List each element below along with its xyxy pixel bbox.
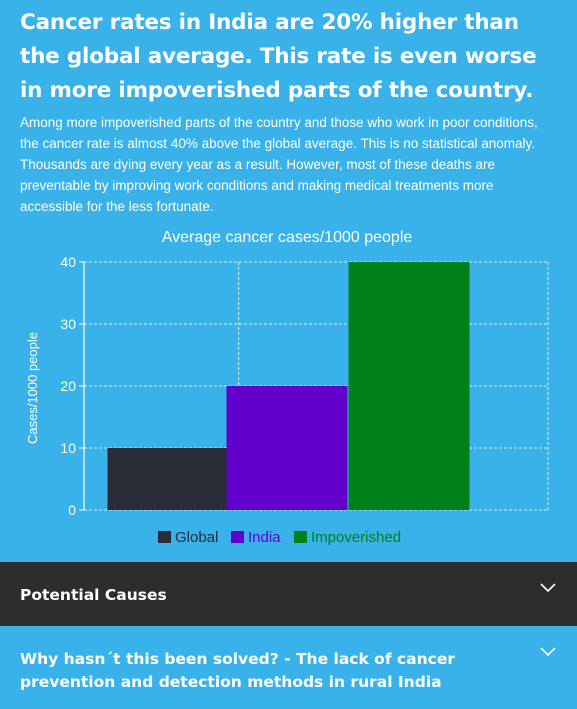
hero-section: Cancer rates in India are 20% higher tha… bbox=[0, 0, 577, 217]
accordion-why-not-solved[interactable]: Why hasn´t this been solved? - The lack … bbox=[0, 626, 577, 709]
bar-impoverished[interactable] bbox=[349, 262, 470, 510]
legend-label-global[interactable]: Global bbox=[175, 529, 218, 546]
chart-legend[interactable]: Global India Impoverished bbox=[158, 529, 401, 546]
y-tick-label: 0 bbox=[68, 502, 76, 518]
y-axis-label: Cases/1000 people bbox=[25, 332, 40, 444]
chevron-down-icon[interactable] bbox=[539, 644, 557, 658]
y-tick-label: 40 bbox=[60, 254, 76, 270]
y-axis: 0 10 20 30 40 bbox=[60, 254, 84, 518]
accordion-title: Potential Causes bbox=[20, 584, 167, 607]
accordion-title: Why hasn´t this been solved? - The lack … bbox=[20, 648, 490, 694]
legend-swatch-india[interactable] bbox=[231, 531, 244, 543]
y-tick-label: 30 bbox=[60, 316, 76, 332]
accordion-potential-causes[interactable]: Potential Causes bbox=[0, 562, 577, 626]
chart-title: Average cancer cases/1000 people bbox=[162, 229, 413, 246]
y-tick-label: 10 bbox=[60, 440, 76, 456]
y-tick-label: 20 bbox=[60, 378, 76, 394]
bar-global[interactable] bbox=[108, 448, 229, 510]
legend-label-impoverished[interactable]: Impoverished bbox=[311, 529, 401, 546]
legend-label-india[interactable]: India bbox=[248, 529, 281, 546]
legend-swatch-impoverished[interactable] bbox=[294, 531, 307, 543]
bar-chart: Average cancer cases/1000 people Cases/1… bbox=[0, 222, 577, 562]
page-title: Cancer rates in India are 20% higher tha… bbox=[20, 6, 557, 108]
bar-india[interactable] bbox=[227, 386, 348, 510]
intro-paragraph: Among more impoverished parts of the cou… bbox=[20, 112, 557, 217]
legend-swatch-global[interactable] bbox=[158, 531, 171, 543]
chevron-down-icon[interactable] bbox=[539, 580, 557, 594]
